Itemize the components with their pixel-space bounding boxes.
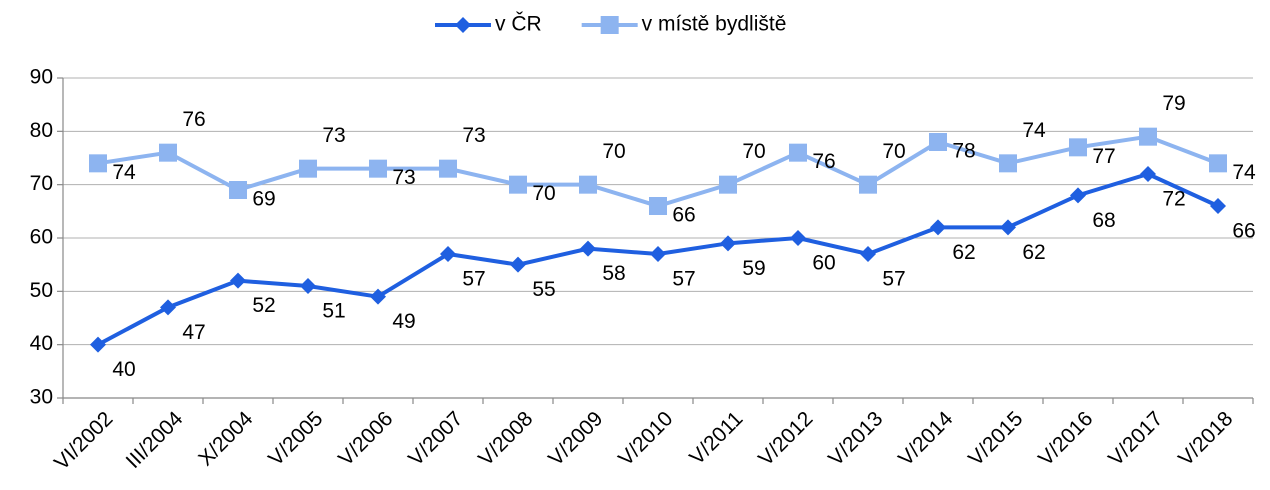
x-tick-label: V/2014 xyxy=(894,407,958,471)
y-tick-label: 50 xyxy=(30,279,53,302)
marker xyxy=(1070,187,1086,204)
marker xyxy=(509,175,527,194)
data-label: 79 xyxy=(1162,92,1185,115)
y-tick-label: 70 xyxy=(30,172,53,195)
marker xyxy=(790,230,806,246)
data-label: 62 xyxy=(952,241,975,264)
data-label: 57 xyxy=(462,268,485,291)
y-tick-label: 90 xyxy=(30,66,53,89)
data-label: 70 xyxy=(882,140,905,163)
data-label: 59 xyxy=(742,257,765,280)
x-tick-label: VI/2002 xyxy=(50,407,117,474)
marker xyxy=(160,299,176,316)
data-label: 49 xyxy=(392,310,415,333)
marker xyxy=(1209,154,1227,173)
x-tick-label: V/2012 xyxy=(754,407,817,470)
data-label: 78 xyxy=(952,140,975,163)
data-label: 74 xyxy=(1232,161,1256,184)
data-label: 55 xyxy=(532,278,555,301)
x-tick-label: V/2011 xyxy=(685,407,747,469)
data-label: 77 xyxy=(1092,145,1115,168)
data-label: 72 xyxy=(1162,188,1185,211)
data-label: 51 xyxy=(322,300,345,323)
data-label: 40 xyxy=(112,358,135,381)
data-label: 70 xyxy=(742,140,765,163)
x-tick-label: V/2008 xyxy=(474,407,537,470)
marker xyxy=(510,256,526,273)
data-label: 47 xyxy=(182,321,205,344)
data-label: 69 xyxy=(252,188,275,211)
marker xyxy=(159,143,177,162)
data-label: 57 xyxy=(882,268,905,291)
marker xyxy=(579,175,597,194)
marker xyxy=(369,159,387,178)
marker xyxy=(580,240,596,257)
marker xyxy=(789,143,807,162)
data-label: 66 xyxy=(672,204,695,227)
marker xyxy=(720,235,736,252)
marker xyxy=(89,154,107,173)
legend-label: v ČR xyxy=(495,13,542,36)
x-tick-label: V/2016 xyxy=(1034,407,1097,470)
marker xyxy=(930,219,946,236)
data-label: 73 xyxy=(392,166,415,189)
marker xyxy=(300,278,316,294)
data-label: 66 xyxy=(1232,220,1255,243)
marker xyxy=(860,246,876,262)
marker xyxy=(370,288,386,305)
data-label: 76 xyxy=(182,108,205,131)
data-label: 57 xyxy=(672,268,695,291)
x-tick-label: V/2013 xyxy=(824,407,887,470)
marker xyxy=(1069,138,1087,157)
data-label: 74 xyxy=(1022,119,1046,142)
data-label: 76 xyxy=(812,150,835,173)
x-tick-label: V/2007 xyxy=(404,407,467,470)
x-tick-label: V/2005 xyxy=(264,407,327,470)
marker xyxy=(230,272,246,289)
y-tick-label: 60 xyxy=(30,226,53,249)
marker xyxy=(1140,166,1156,182)
marker xyxy=(719,175,737,194)
legend-label: v místě bydliště xyxy=(642,13,787,36)
marker xyxy=(299,159,317,178)
marker xyxy=(229,181,247,199)
marker xyxy=(440,246,456,262)
marker xyxy=(859,175,877,194)
x-tick-label: X/2004 xyxy=(194,407,258,471)
marker xyxy=(439,159,457,178)
data-label: 74 xyxy=(112,161,136,184)
data-label: 62 xyxy=(1022,241,1045,264)
data-label: 60 xyxy=(812,252,835,275)
x-tick-label: V/2017 xyxy=(1104,407,1167,470)
marker xyxy=(90,336,106,353)
x-tick-label: V/2015 xyxy=(964,407,1027,470)
marker xyxy=(1210,198,1226,214)
x-tick-label: V/2009 xyxy=(544,407,607,470)
marker xyxy=(650,246,666,262)
marker xyxy=(999,154,1017,173)
marker xyxy=(649,197,667,215)
data-label: 58 xyxy=(602,262,625,285)
data-label: 52 xyxy=(252,294,275,317)
data-label: 70 xyxy=(602,140,625,163)
marker xyxy=(929,133,947,151)
y-tick-label: 30 xyxy=(30,386,53,409)
data-label: 73 xyxy=(322,124,345,147)
y-tick-label: 80 xyxy=(30,119,53,142)
marker xyxy=(1139,127,1157,146)
x-tick-label: V/2006 xyxy=(334,407,397,470)
x-tick-label: III/2004 xyxy=(122,407,188,473)
data-label: 68 xyxy=(1092,209,1115,232)
data-label: 73 xyxy=(462,124,485,147)
y-tick-label: 40 xyxy=(30,332,53,355)
marker xyxy=(455,17,471,33)
data-label: 70 xyxy=(532,182,555,205)
marker xyxy=(1000,219,1016,236)
x-tick-label: V/2018 xyxy=(1174,407,1237,470)
marker xyxy=(600,16,619,34)
x-tick-label: V/2010 xyxy=(614,407,677,470)
